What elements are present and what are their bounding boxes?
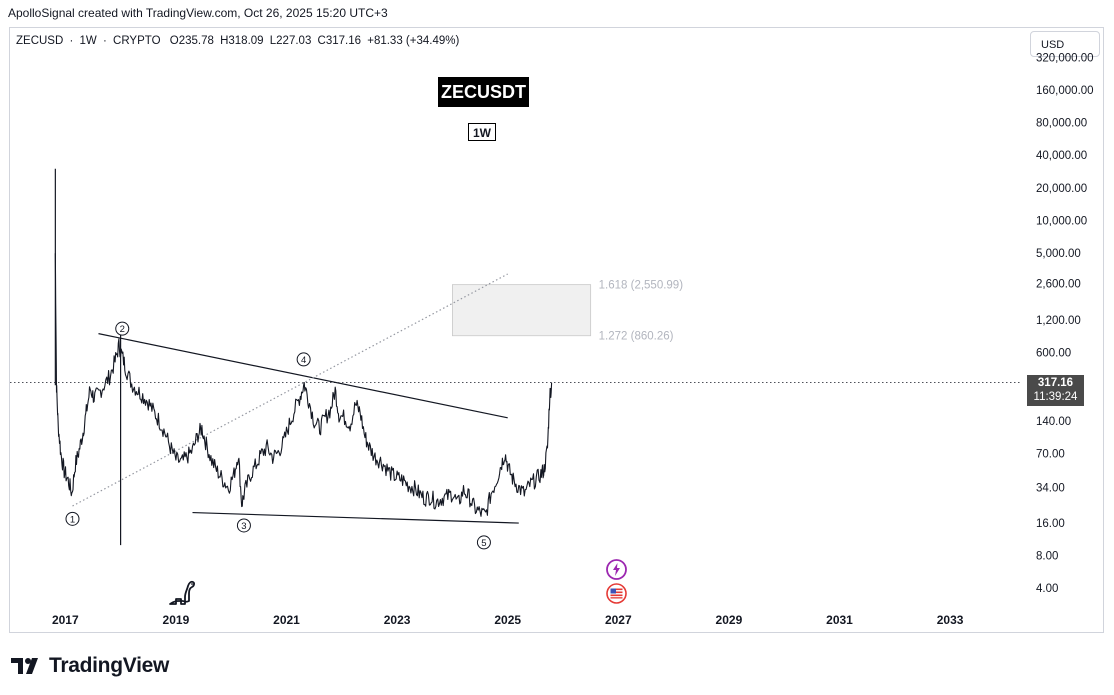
x-tick-label: 2025 <box>494 613 521 627</box>
chart-credit: ApolloSignal created with TradingView.co… <box>8 6 388 20</box>
legend-exchange: CRYPTO <box>113 35 161 47</box>
wave-label-number: 1 <box>70 514 75 525</box>
fib-level-label: 1.272 (860.26) <box>599 331 674 343</box>
legend-high: H318.09 <box>220 35 264 47</box>
y-tick-label: 70.00 <box>1036 449 1065 461</box>
upper-trendline <box>98 333 508 419</box>
wave-label-circle <box>236 518 251 533</box>
wave-label-number: 3 <box>241 521 246 532</box>
y-tick-label: 160,000.00 <box>1036 85 1094 97</box>
y-tick-label: 34.00 <box>1036 483 1065 495</box>
price-series-line <box>54 253 553 517</box>
wave-label-circle <box>115 321 130 336</box>
x-tick-label: 2029 <box>716 613 743 627</box>
y-tick-label: 40,000.00 <box>1036 150 1087 162</box>
y-tick-label: 4.00 <box>1036 583 1058 595</box>
chart-title-badge: ZECUSDT <box>438 77 529 107</box>
legend-open: O235.78 <box>169 35 214 47</box>
y-tick-label: 1,200.00 <box>1036 315 1081 327</box>
legend-separator: · <box>69 35 74 47</box>
chart-frame <box>9 27 1104 633</box>
x-tick-label: 2033 <box>937 613 964 627</box>
dotted-projection <box>72 273 508 507</box>
y-tick-label: 600.00 <box>1036 348 1071 360</box>
y-tick-label: 320,000.00 <box>1036 52 1094 64</box>
lightning-event-icon[interactable] <box>606 559 627 580</box>
y-tick-label: 2,600.00 <box>1036 279 1081 291</box>
legend-change: +81.33 (+34.49%) <box>367 35 460 47</box>
wave-label-number: 4 <box>301 355 306 366</box>
y-tick-label: 80,000.00 <box>1036 118 1087 130</box>
y-tick-label: 5,000.00 <box>1036 248 1081 260</box>
x-tick-label: 2031 <box>826 613 853 627</box>
x-tick-label: 2019 <box>163 613 190 627</box>
legend-close: C317.16 <box>317 35 362 47</box>
legend-low: L227.03 <box>269 35 312 47</box>
y-tick-label: 10,000.00 <box>1036 215 1087 227</box>
x-tick-label: 2023 <box>384 613 411 627</box>
x-tick-label: 2017 <box>52 613 79 627</box>
wave-label-circle <box>476 535 491 550</box>
fib-extension-box <box>452 284 592 337</box>
x-tick-label: 2027 <box>605 613 632 627</box>
timeframe-badge: 1W <box>468 123 496 141</box>
wave-label-circle <box>65 511 80 526</box>
dinosaur-icon <box>167 577 197 612</box>
wave-label-circle <box>296 352 311 367</box>
tradingview-wordmark: TradingView <box>49 654 170 677</box>
symbol-legend: ZECUSD · 1W · CRYPTO O235.78 H318.09 L22… <box>16 35 462 47</box>
legend-interval: 1W <box>79 35 97 47</box>
wave-label-number: 5 <box>481 538 486 549</box>
y-tick-label: 20,000.00 <box>1036 183 1087 195</box>
wave-label-number: 2 <box>120 324 125 335</box>
y-tick-label: 8.00 <box>1036 551 1058 563</box>
bar-countdown: 11:39:24 <box>1033 391 1078 403</box>
y-tick-label: 140.00 <box>1036 416 1071 428</box>
last-price-tag: 317.16 11:39:24 <box>1027 375 1084 406</box>
fib-level-label: 1.618 (2,550.99) <box>599 280 684 292</box>
tradingview-logo[interactable]: TradingView <box>11 654 169 678</box>
legend-separator: · <box>102 35 107 47</box>
currency-button[interactable]: USD <box>1030 31 1100 57</box>
last-price-value: 317.16 <box>1037 377 1074 389</box>
symbol-name[interactable]: ZECUSD <box>16 35 64 47</box>
us-flag-event-icon[interactable] <box>606 583 627 604</box>
x-tick-label: 2021 <box>273 613 300 627</box>
y-tick-label: 16.00 <box>1036 518 1065 530</box>
lower-trendline <box>192 511 519 524</box>
tradingview-logo-icon <box>11 656 45 676</box>
